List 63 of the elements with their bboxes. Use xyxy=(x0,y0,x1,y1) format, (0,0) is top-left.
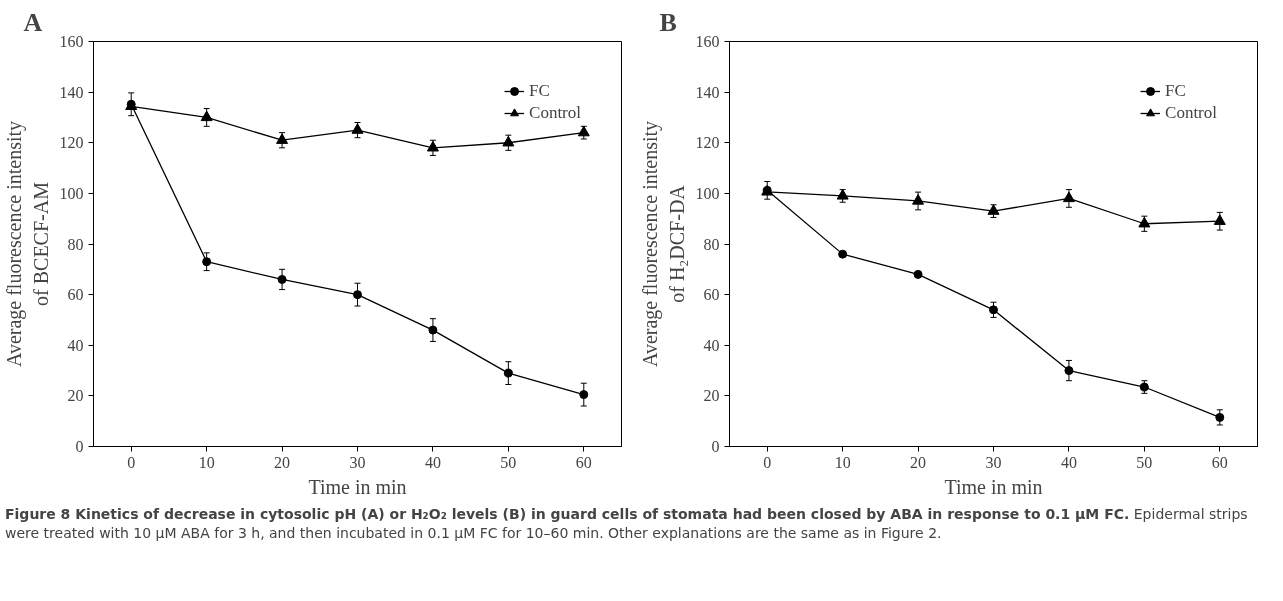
point xyxy=(426,140,439,152)
y-tick-label: 0 xyxy=(711,438,720,455)
x-tick-label: 40 xyxy=(1060,453,1077,471)
x-tick-label: 30 xyxy=(985,453,1002,471)
x-tick-label: 60 xyxy=(575,453,592,471)
x-tick-label: 50 xyxy=(500,453,517,471)
point xyxy=(913,269,923,279)
y-tick-label: 80 xyxy=(67,235,84,253)
caption: Figure 8 Kinetics of decrease in cytosolic pH (A) or H₂O₂ levels (B) in guard cells of stomata had been closed by ABA in response to 0.1 µM FC. xyxy=(5,506,1130,522)
x-tick-label: 0 xyxy=(763,453,772,471)
point xyxy=(277,274,287,284)
y-tick-label: 100 xyxy=(695,184,720,202)
x-tick-label: 30 xyxy=(349,453,366,471)
point xyxy=(989,305,998,315)
x-tick-label: 40 xyxy=(424,453,441,471)
point xyxy=(579,390,589,400)
point xyxy=(353,290,362,300)
y-tick-label: 40 xyxy=(67,336,84,354)
y-tick-label: 20 xyxy=(67,387,84,405)
point xyxy=(202,257,212,267)
y-tick-label: 140 xyxy=(59,83,84,101)
point xyxy=(502,135,515,147)
y-tick-label: 20 xyxy=(703,387,720,405)
point xyxy=(351,123,364,134)
point xyxy=(912,194,925,205)
point xyxy=(276,133,289,144)
y-tick-label: 60 xyxy=(67,286,84,304)
y-tick-label: 100 xyxy=(59,184,84,202)
point xyxy=(503,368,513,378)
y-axis-title: Average fluorescence intensity of BCECF-AM xyxy=(3,120,52,368)
x-axis-title: Time in min xyxy=(944,475,1043,498)
y-tick-label: 80 xyxy=(703,235,720,253)
x-tick-label: 20 xyxy=(274,453,291,471)
legend-label: Control xyxy=(1165,103,1217,123)
y-tick-label: 120 xyxy=(59,134,84,152)
point xyxy=(1213,214,1226,225)
point xyxy=(1138,216,1151,228)
x-tick-label: 10 xyxy=(198,453,215,471)
legend-label: FC xyxy=(529,81,550,101)
y-tick-label: 60 xyxy=(703,286,720,304)
y-tick-label: 160 xyxy=(59,33,84,50)
point xyxy=(1064,366,1074,376)
x-tick-label: 60 xyxy=(1211,453,1228,471)
y-tick-label: 160 xyxy=(695,33,720,50)
chart-title: B xyxy=(659,7,677,37)
point xyxy=(428,325,438,335)
point xyxy=(1062,191,1075,203)
x-axis-title: Time in min xyxy=(308,475,407,498)
y-tick-label: 120 xyxy=(695,134,720,152)
y-tick-label: 140 xyxy=(695,83,720,101)
x-tick-label: 20 xyxy=(910,453,927,471)
point xyxy=(838,249,848,259)
point xyxy=(1215,412,1225,422)
legend-label: FC xyxy=(1165,81,1186,101)
x-tick-label: 50 xyxy=(1136,453,1153,471)
x-tick-label: 10 xyxy=(834,453,851,471)
x-tick-label: 0 xyxy=(127,453,136,471)
chart-title: A xyxy=(23,7,43,37)
y-axis-title: Average fluorescence intensity of H₂DCF-DA xyxy=(639,120,688,368)
y-tick-label: 0 xyxy=(75,438,84,455)
point xyxy=(200,110,213,122)
legend-label: Control xyxy=(529,103,581,123)
y-tick-label: 40 xyxy=(703,336,720,354)
